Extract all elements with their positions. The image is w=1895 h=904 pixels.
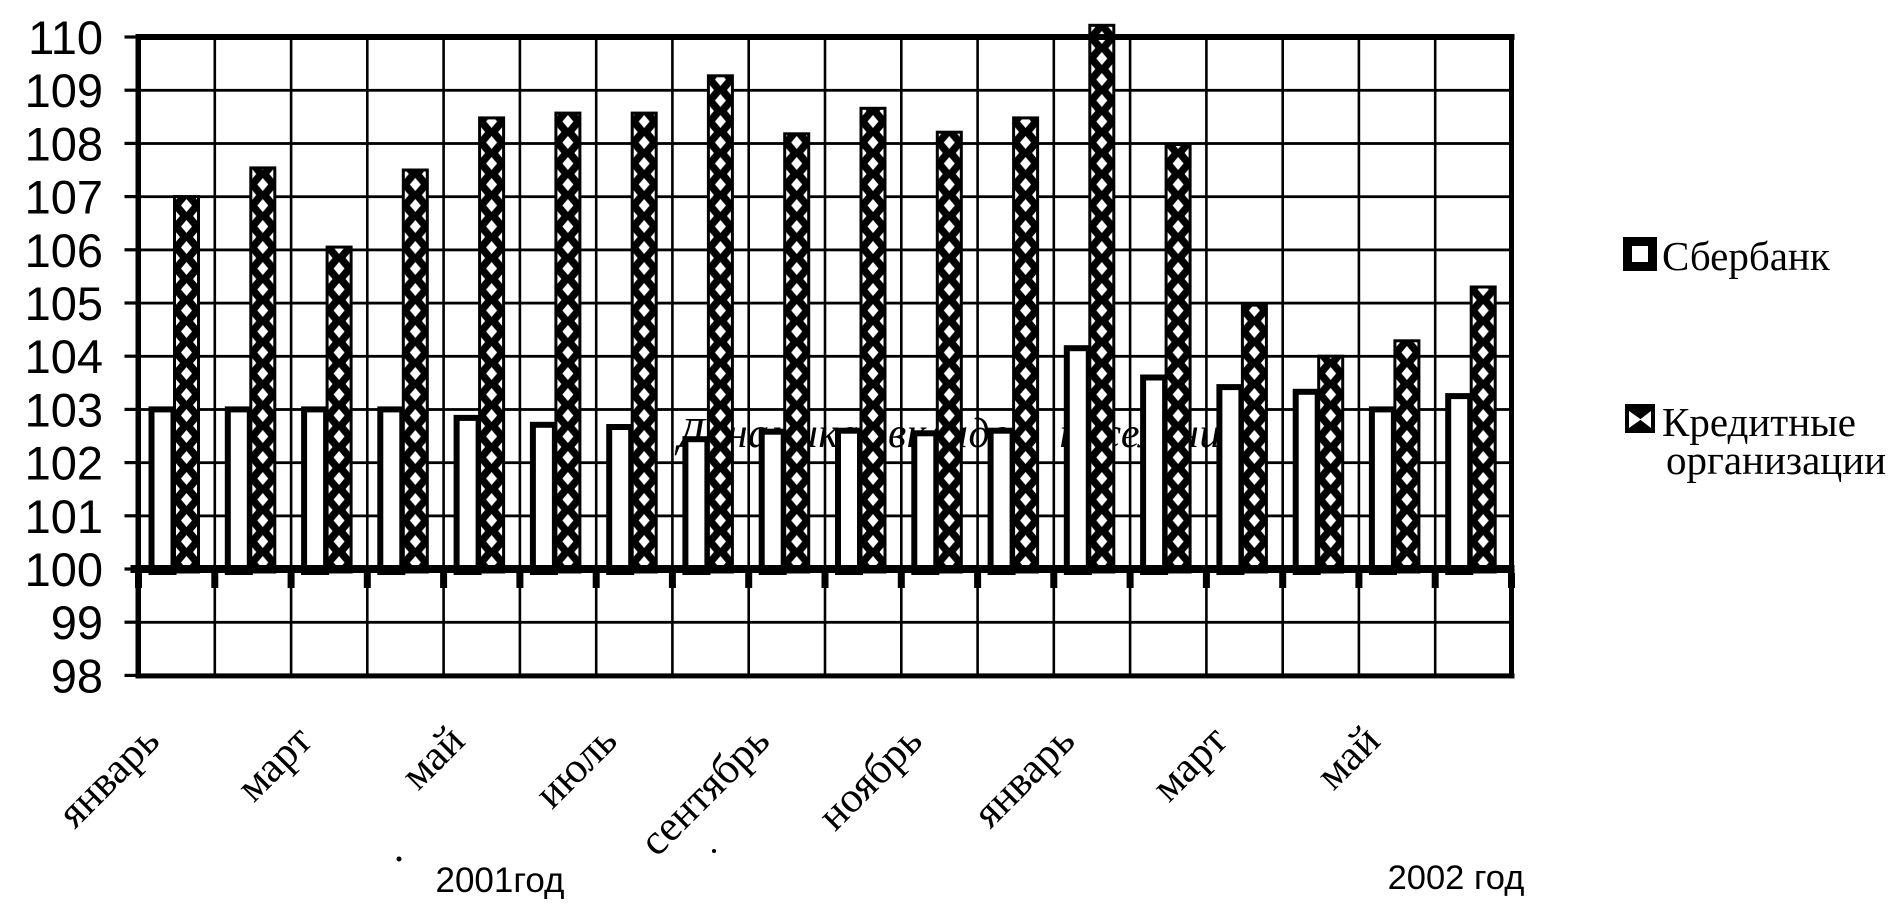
svg-text:102: 102 bbox=[25, 437, 103, 490]
svg-text:98: 98 bbox=[51, 649, 103, 702]
svg-text:108: 108 bbox=[25, 117, 103, 170]
svg-text:103: 103 bbox=[25, 383, 103, 436]
svg-text:101: 101 bbox=[25, 490, 103, 543]
svg-text:2002 год: 2002 год bbox=[1388, 859, 1525, 897]
svg-text:2001год: 2001год bbox=[436, 861, 565, 900]
svg-text:105: 105 bbox=[25, 277, 103, 330]
svg-text:организации: организации bbox=[1666, 437, 1886, 483]
svg-text:107: 107 bbox=[25, 171, 103, 224]
svg-text:Кредитные: Кредитные bbox=[1662, 399, 1856, 445]
svg-text:Сбербанк: Сбербанк bbox=[1662, 233, 1830, 279]
svg-text:110: 110 bbox=[28, 11, 103, 64]
svg-text:100: 100 bbox=[25, 543, 103, 596]
svg-text:106: 106 bbox=[25, 224, 103, 277]
svg-text:104: 104 bbox=[25, 330, 103, 383]
svg-text:109: 109 bbox=[25, 64, 103, 117]
svg-text:99: 99 bbox=[51, 596, 103, 649]
